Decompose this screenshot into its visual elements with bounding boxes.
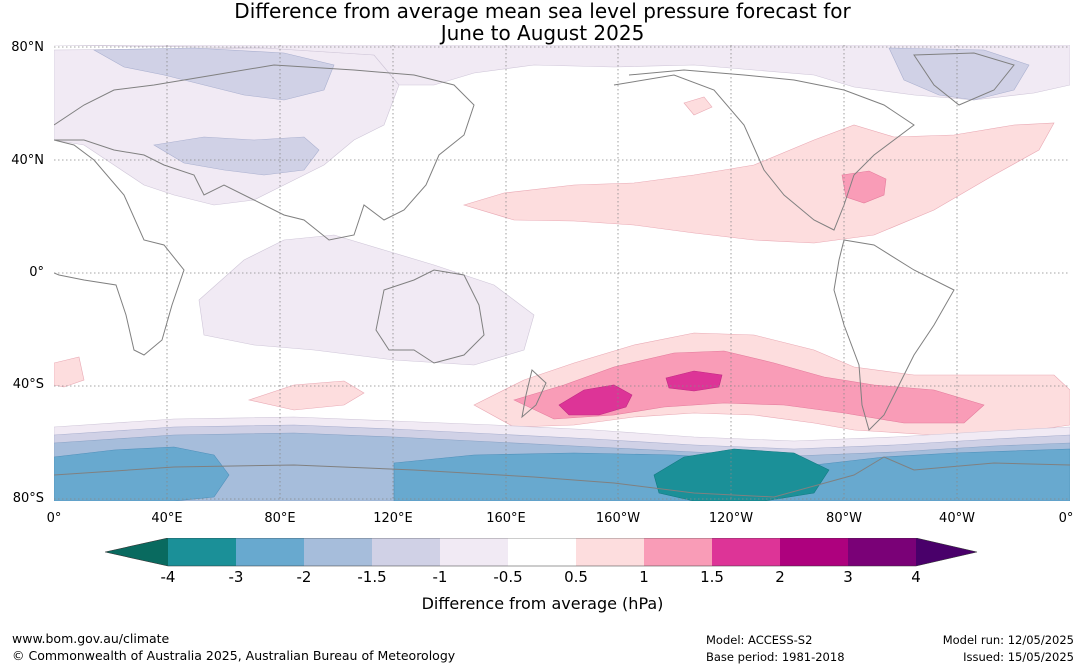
contour-south-pacific-1p5b — [665, 370, 723, 392]
colorbar-tick-m1: -1 — [432, 568, 448, 586]
contour-south-atlantic-west — [54, 356, 85, 388]
colorbar-tick-m3: -3 — [228, 568, 244, 586]
lon-label-0-east: 0° — [1058, 511, 1074, 526]
colorbar-bin-m4-m3 — [168, 538, 236, 566]
contour-indian-ocean-negative — [198, 234, 535, 366]
gridlines — [54, 45, 1070, 501]
colorbar-tick-1: 1 — [639, 568, 649, 586]
chart-title-line1: Difference from average mean sea level p… — [234, 0, 851, 23]
contour-south-pacific-1p5a — [558, 384, 633, 416]
colorbar-tick-2: 2 — [775, 568, 785, 586]
colorbar-bin-3-4 — [848, 538, 916, 566]
colorbar-bin-1p5-2 — [712, 538, 780, 566]
colorbar-tick-1p5: 1.5 — [700, 568, 724, 586]
colorbar-tick-4: 4 — [911, 568, 921, 586]
lat-label-80n: 80°N — [11, 40, 44, 55]
colorbar-tick-m2: -2 — [296, 568, 312, 586]
footer-model-run: Model run: 12/05/2025 — [942, 633, 1074, 647]
footer-copyright: © Commonwealth of Australia 2025, Austra… — [12, 648, 456, 663]
lon-label-80w: 80°W — [826, 511, 862, 526]
lon-label-40e: 40°E — [151, 511, 183, 526]
lon-label-160e: 160°E — [486, 511, 526, 526]
lon-label-80e: 80°E — [264, 511, 296, 526]
colorbar-bin-1-1p5 — [644, 538, 712, 566]
contour-south-indian-positive — [247, 380, 365, 411]
colorbar-bin-m3-m2 — [236, 538, 304, 566]
pressure-anomaly-map — [54, 45, 1070, 501]
contour-north-atlantic-positive — [462, 122, 1055, 244]
colorbar-tick-m1p5: -1.5 — [357, 568, 387, 586]
footer-model: Model: ACCESS-S2 — [706, 633, 813, 647]
colorbar-bin-m1p5-m1 — [372, 538, 440, 566]
colorbar-arrow-high — [916, 538, 977, 566]
lat-label-equator: 0° — [29, 265, 44, 280]
coastline-south-america — [833, 239, 955, 431]
contour-south-pacific-1hpa — [513, 350, 985, 424]
colorbar-border — [105, 538, 978, 567]
colorbar-bin-0p5-1 — [576, 538, 644, 566]
colorbar-bin-2-3 — [780, 538, 848, 566]
coastline-eurasia — [54, 64, 475, 241]
coastline-north-america — [613, 69, 915, 231]
lon-label-120w: 120°W — [708, 511, 754, 526]
footer-url: www.bom.gov.au/climate — [12, 631, 170, 646]
colorbar-outline — [105, 538, 978, 567]
contour-north-band-negative — [54, 45, 1070, 101]
coastline-antarctica — [54, 456, 1070, 498]
lon-label-40w: 40°W — [939, 511, 975, 526]
colorbar-bin-m0p5-0p5 — [508, 538, 576, 566]
contour-siberia-minus1 — [92, 47, 335, 101]
contour-ross-sea-minus3 — [653, 448, 830, 501]
lat-label-40n: 40°N — [11, 153, 44, 168]
coastline-greenland — [913, 52, 1015, 106]
colorbar — [105, 538, 978, 567]
footer-base-period: Base period: 1981-2018 — [706, 650, 845, 664]
coastline-new-zealand — [521, 369, 547, 419]
lon-label-160w: 160°W — [595, 511, 641, 526]
contour-alaska-positive — [683, 96, 713, 116]
colorbar-bin-m1-m0p5 — [440, 538, 508, 566]
lon-label-0-west: 0° — [46, 511, 62, 526]
colorbar-arrow-low — [105, 538, 168, 566]
coastline-australia — [375, 269, 485, 364]
contour-greenland-minus1 — [888, 47, 1030, 101]
footer-issued: Issued: 15/05/2025 — [963, 650, 1074, 664]
colorbar-bin-m2-m1p5 — [304, 538, 372, 566]
colorbar-tick-m4: -4 — [160, 568, 176, 586]
contour-southern-ocean-minus2 — [54, 446, 230, 501]
lat-label-80s: 80°S — [12, 491, 44, 506]
colorbar-title: Difference from average (hPa) — [421, 594, 664, 613]
lon-label-120e: 120°E — [373, 511, 413, 526]
colorbar-tick-3: 3 — [843, 568, 853, 586]
colorbar-tick-0p5: 0.5 — [564, 568, 588, 586]
colorbar-tick-m0p5: -0.5 — [493, 568, 523, 586]
chart-title-line2: June to August 2025 — [440, 21, 645, 45]
lat-label-40s: 40°S — [12, 377, 44, 392]
